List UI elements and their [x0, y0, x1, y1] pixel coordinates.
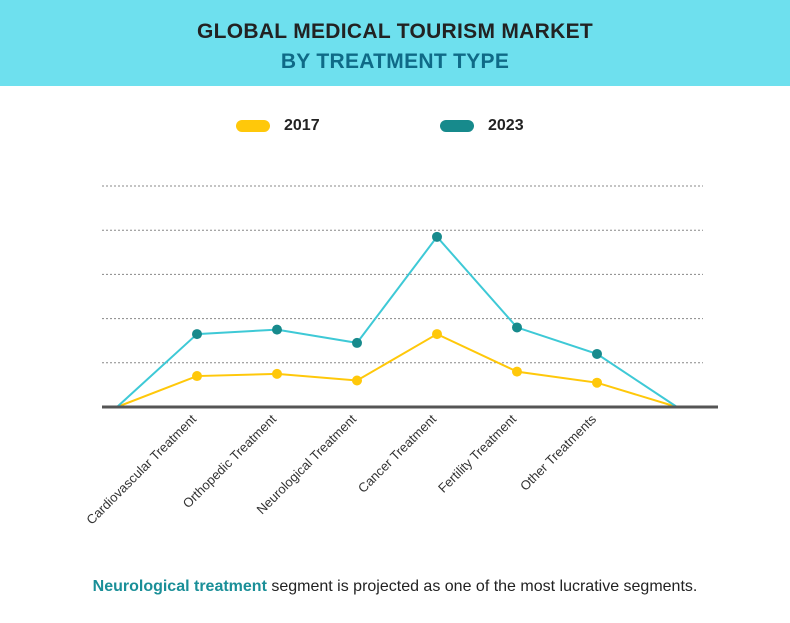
series-line-2023: [116, 235, 678, 408]
chart-subtitle: BY TREATMENT TYPE: [280, 50, 510, 73]
legend-swatch-2023: [440, 120, 474, 132]
x-tick-label: Cardiovascular Treatment: [83, 411, 199, 527]
caption-text: segment is projected as one of the most …: [266, 578, 698, 595]
x-tick-label: Other Treatments: [517, 411, 599, 493]
legend-label-2023: 2023: [488, 117, 524, 134]
legend-swatch-2017: [236, 120, 270, 132]
caption-highlight: Neurological treatment: [92, 578, 267, 595]
data-point-2017: [432, 329, 442, 340]
caption: Neurological treatment segment is projec…: [0, 578, 790, 596]
data-point-2017: [272, 368, 282, 379]
data-point-2023: [352, 337, 362, 348]
data-point-2023: [512, 322, 522, 333]
legend-item-2017: 2017: [236, 115, 320, 137]
data-point-2017: [512, 366, 522, 377]
data-point-2017: [592, 377, 602, 388]
data-point-2023: [432, 231, 442, 242]
data-point-2023: [592, 348, 602, 359]
x-tick-label: Cancer Treatment: [355, 411, 439, 495]
series-line-2017: [116, 332, 678, 408]
title-banner: [0, 0, 790, 86]
data-point-2023: [192, 329, 202, 340]
chart-title: GLOBAL MEDICAL TOURISM MARKET: [196, 20, 594, 43]
legend-label-2017: 2017: [284, 117, 320, 134]
x-tick-label: Fertility Treatment: [435, 411, 519, 495]
data-point-2017: [192, 371, 202, 382]
legend-item-2023: 2023: [440, 115, 524, 137]
data-point-2023: [272, 324, 282, 335]
data-point-2017: [352, 375, 362, 386]
